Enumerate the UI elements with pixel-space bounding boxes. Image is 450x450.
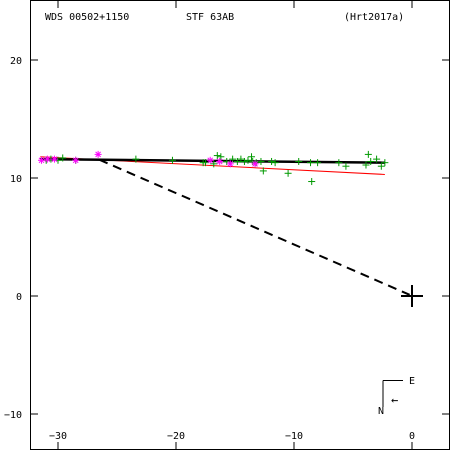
visual-observation-point [271, 159, 279, 167]
visual-observation-point [257, 157, 265, 165]
asterisk-marker-d2 [51, 156, 58, 162]
speckle-observation-point [43, 155, 51, 163]
visual-observation-point [342, 162, 350, 170]
visual-observation-point [223, 157, 231, 165]
visual-observation-point [132, 155, 140, 163]
visual-observation-point [284, 169, 292, 177]
visual-observation-point [240, 157, 248, 165]
orbit-lines [40, 156, 411, 296]
compass-east-label: E [409, 376, 415, 387]
orbit-line [40, 157, 385, 164]
visual-observation-point [373, 155, 381, 163]
axis-ticks: −30 −20 −10 0 −10 0 10 20 [4, 1, 449, 449]
x-tick-label: −10 [285, 431, 303, 442]
y-tick-label: 0 [16, 292, 22, 303]
speckle-observation-point [206, 156, 214, 164]
primary-star-marker [401, 285, 423, 307]
y-tick-label: −10 [4, 410, 22, 421]
y-tick-label: 20 [10, 56, 22, 67]
asterisk-marker-d2 [95, 151, 101, 158]
visual-observation-point [210, 160, 218, 168]
orbit-reference-label: (Hrt2017a) [344, 12, 404, 23]
visual-observation-point [168, 156, 176, 164]
x-tick-label: 0 [409, 431, 415, 442]
speckle-observation-point [50, 155, 58, 163]
motion-direction-arrow-icon: ← [391, 393, 398, 407]
compass-indicator: E N ← [378, 376, 415, 417]
asterisk-marker-d2 [44, 156, 51, 162]
visual-observation-point [59, 154, 67, 162]
asterisk-marker-d2 [216, 158, 223, 165]
speckle-observation-point [94, 150, 102, 158]
speckle-observation-point [251, 160, 259, 168]
visual-observation-point [364, 150, 372, 158]
visual-observation-point [295, 157, 303, 165]
visual-observation-point [367, 157, 375, 165]
visual-observation-point [248, 153, 256, 161]
star-id-label: WDS 00502+1150 [45, 12, 129, 23]
visual-observation-point [314, 159, 322, 167]
speckle-observation-point [216, 157, 224, 165]
speckle-observation-point [226, 160, 234, 168]
compass-north-label: N [378, 406, 384, 417]
x-tick-label: −30 [49, 431, 67, 442]
asterisk-marker-d2 [207, 157, 214, 164]
visual-observation-point [307, 159, 315, 167]
discoverer-label: STF 63AB [186, 12, 234, 23]
asterisk-marker-d2 [252, 160, 258, 167]
visual-observation-point [381, 159, 389, 167]
visual-observation-point [362, 161, 370, 169]
y-tick-label: 10 [10, 174, 22, 185]
asterisk-marker-d2 [227, 160, 234, 167]
visual-observation-point [335, 159, 343, 167]
observation-points [37, 150, 389, 186]
visual-observation-point [308, 178, 316, 186]
x-tick-label: −20 [167, 431, 185, 442]
visual-observation-point [244, 156, 252, 164]
speckle-observation-point [37, 156, 45, 164]
speckle-observation-point [72, 156, 80, 164]
visual-observation-point [233, 157, 241, 165]
visual-observation-point [259, 167, 267, 175]
visual-observation-point [377, 162, 385, 170]
visual-observation-point [213, 152, 221, 160]
visual-observation-point [217, 153, 225, 161]
asterisk-marker-d2 [72, 157, 79, 164]
node-line-dashed [98, 158, 411, 296]
visual-observation-point [268, 157, 276, 165]
visual-observation-point [237, 155, 245, 163]
asterisk-marker-d2 [38, 157, 45, 164]
